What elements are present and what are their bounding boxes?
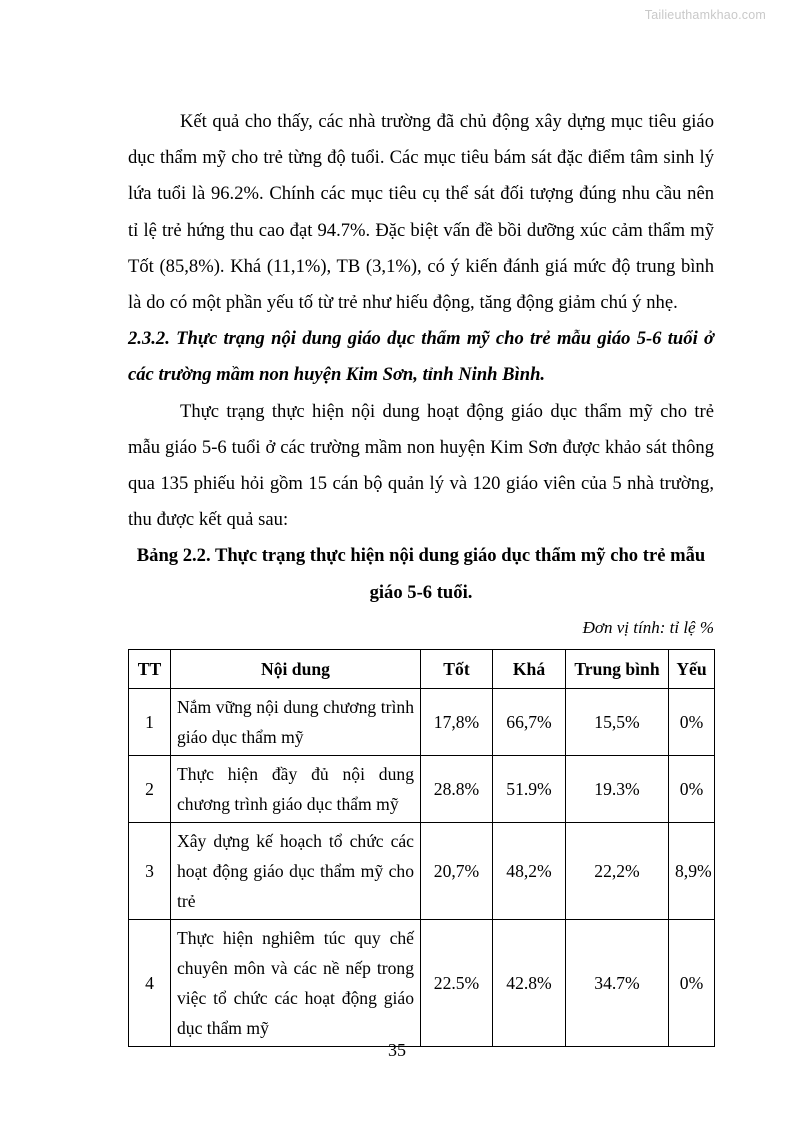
section-heading-2-3-2: 2.3.2. Thực trạng nội dung giáo dục thẩm… — [128, 328, 714, 386]
cell-kha: 51.9% — [492, 754, 566, 823]
cell-trung-binh: 19.3% — [565, 754, 669, 823]
cell-noi-dung: Xây dựng kế hoạch tổ chức các hoạt động … — [170, 821, 421, 920]
cell-kha: 48,2% — [492, 821, 566, 920]
site-watermark: Tailieuthamkhao.com — [644, 8, 766, 22]
cell-tot: 20,7% — [420, 821, 493, 920]
cell-trung-binh: 22,2% — [565, 821, 669, 920]
cell-yeu: 0% — [668, 754, 715, 823]
cell-trung-binh: 34.7% — [565, 918, 669, 1047]
cell-noi-dung: Nắm vững nội dung chương trình giáo dục … — [170, 687, 421, 756]
table-header-yeu: Yếu — [668, 648, 715, 689]
table-unit-note: Đơn vị tính: tỉ lệ % — [582, 617, 714, 637]
cell-yeu: 8,9% — [668, 821, 715, 920]
cell-tt: 2 — [128, 754, 171, 823]
cell-tt: 3 — [128, 821, 171, 920]
cell-tot: 22.5% — [420, 918, 493, 1047]
table-header-tot: Tốt — [420, 648, 493, 689]
body-paragraph-1: Kết quả cho thấy, các nhà trường đã chủ … — [128, 111, 714, 314]
table-header-trung-binh: Trung bình — [565, 648, 669, 689]
table-header-row: TT Nội dung Tốt Khá Trung bình Yếu — [128, 648, 715, 689]
results-table: TT Nội dung Tốt Khá Trung bình Yếu 1 Nắm… — [128, 648, 715, 1047]
page-number: 35 — [388, 1040, 406, 1060]
cell-tot: 17,8% — [420, 687, 493, 756]
body-paragraph-2: Thực trạng thực hiện nội dung hoạt động … — [128, 400, 714, 531]
table-header-tt: TT — [128, 648, 171, 689]
cell-kha: 66,7% — [492, 687, 566, 756]
cell-tt: 1 — [128, 687, 171, 756]
cell-yeu: 0% — [668, 687, 715, 756]
cell-kha: 42.8% — [492, 918, 566, 1047]
cell-noi-dung: Thực hiện nghiêm túc quy chế chuyên môn … — [170, 918, 421, 1047]
cell-noi-dung: Thực hiện đầy đủ nội dung chương trình g… — [170, 754, 421, 823]
table-row: 1 Nắm vững nội dung chương trình giáo dụ… — [128, 687, 715, 756]
page-content: Kết quả cho thấy, các nhà trường đã chủ … — [128, 104, 715, 1047]
table-row: 3 Xây dựng kế hoạch tổ chức các hoạt độn… — [128, 821, 715, 920]
table-header-kha: Khá — [492, 648, 566, 689]
table-caption: Bảng 2.2. Thực trạng thực hiện nội dung … — [136, 545, 706, 603]
table-row: 4 Thực hiện nghiêm túc quy chế chuyên mô… — [128, 918, 715, 1047]
cell-tt: 4 — [128, 918, 171, 1047]
cell-trung-binh: 15,5% — [565, 687, 669, 756]
cell-yeu: 0% — [668, 918, 715, 1047]
table-row: 2 Thực hiện đầy đủ nội dung chương trình… — [128, 754, 715, 823]
cell-tot: 28.8% — [420, 754, 493, 823]
table-header-noi-dung: Nội dung — [170, 648, 421, 689]
